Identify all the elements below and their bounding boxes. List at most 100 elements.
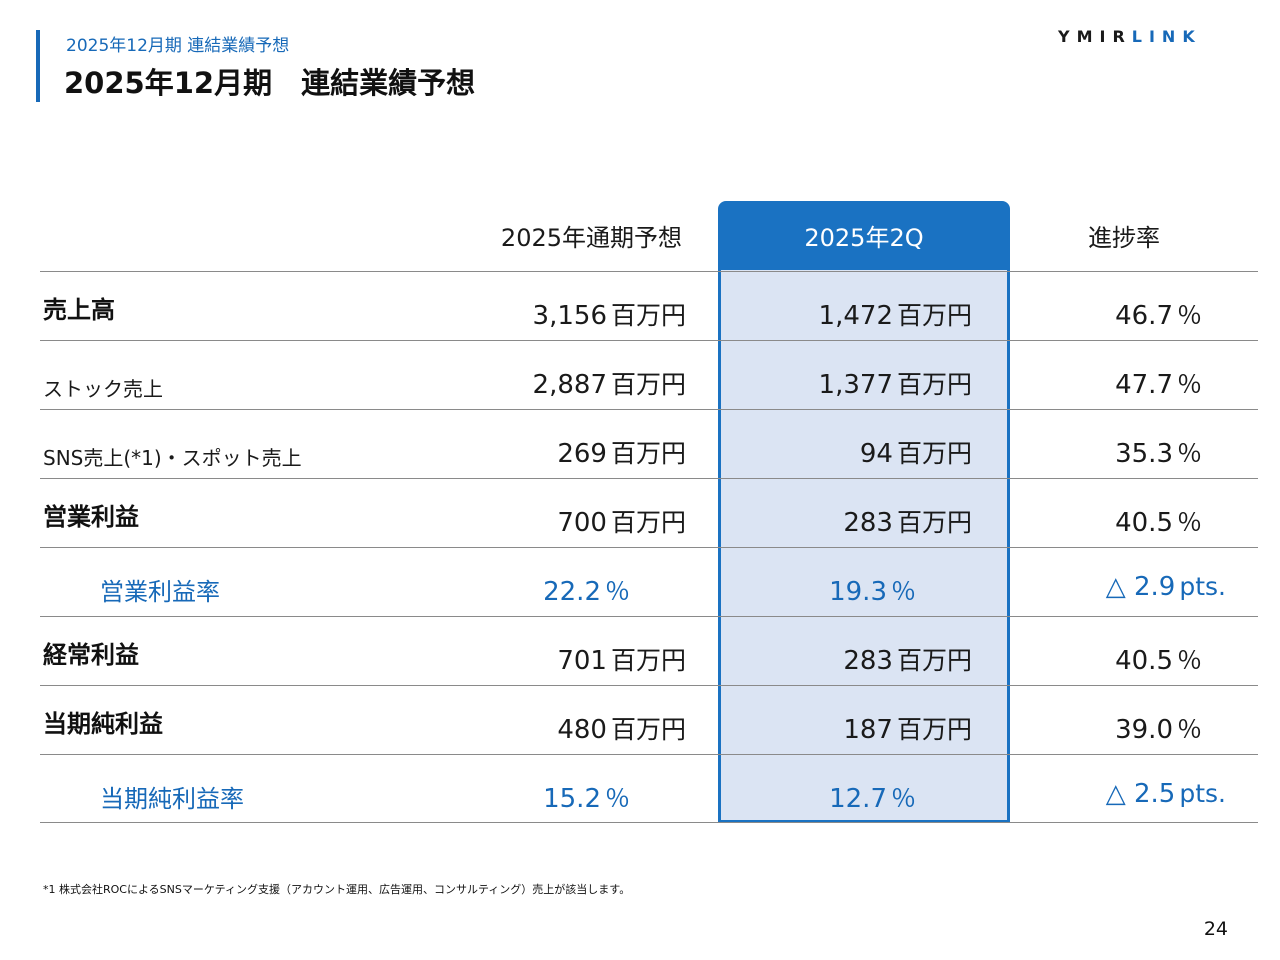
value: 1,377 — [818, 370, 893, 400]
value: 12.7 — [829, 784, 887, 814]
page-number: 24 — [1203, 918, 1228, 940]
value: 700 — [557, 508, 607, 538]
column-header-progress-rate: 進捗率 — [1088, 224, 1160, 252]
full-year-value: 3,156 百万円 — [533, 296, 686, 332]
table-row-sns-spot-sales: SNS売上(*1)・スポット売上 269 百万円 94 百万円 35.3 ％ — [0, 410, 1280, 478]
table-divider — [40, 754, 1258, 755]
highlight-column-header — [718, 201, 1010, 271]
value: 35.3 — [1115, 439, 1173, 469]
unit: ％ — [890, 784, 916, 813]
progress-rate-value: 46.7 ％ — [1115, 296, 1202, 332]
unit: 百万円 — [896, 715, 972, 744]
value: 40.5 — [1115, 646, 1173, 676]
row-label: 経常利益 — [43, 641, 139, 669]
progress-rate-value: 35.3 ％ — [1115, 434, 1202, 470]
q2-value: 19.3 ％ — [829, 572, 916, 608]
unit: 百万円 — [610, 715, 686, 744]
table-divider — [40, 478, 1258, 479]
q2-value: 187 百万円 — [843, 710, 972, 746]
table-divider — [40, 340, 1258, 341]
value: 19.3 — [829, 577, 887, 607]
table-row-net-income: 当期純利益 480 百万円 187 百万円 39.0 ％ — [0, 686, 1280, 754]
logo-text-link: LINK — [1131, 27, 1202, 46]
value: 283 — [843, 508, 893, 538]
unit: ％ — [1176, 508, 1202, 537]
unit: ％ — [1176, 439, 1202, 468]
unit: 百万円 — [896, 439, 972, 468]
full-year-value: 22.2 ％ — [543, 572, 630, 608]
unit: 百万円 — [896, 370, 972, 399]
value: 283 — [843, 646, 893, 676]
unit: ％ — [890, 577, 916, 606]
value: 187 — [843, 715, 893, 745]
progress-rate-value: 39.0 ％ — [1115, 710, 1202, 746]
table-divider — [40, 271, 1258, 272]
table-row-operating-profit: 営業利益 700 百万円 283 百万円 40.5 ％ — [0, 479, 1280, 547]
unit: 百万円 — [610, 370, 686, 399]
value: △ 2.5 — [1105, 779, 1176, 809]
progress-rate-value: △ 2.5 pts. — [1106, 779, 1226, 809]
value: 1,472 — [818, 301, 893, 331]
company-logo: YMIRLINK — [1058, 27, 1202, 46]
unit: 百万円 — [610, 508, 686, 537]
table-row-sales: 売上高 3,156 百万円 1,472 百万円 46.7 ％ — [0, 272, 1280, 340]
table-row-stock-sales: ストック売上 2,887 百万円 1,377 百万円 47.7 ％ — [0, 341, 1280, 409]
unit: ％ — [1176, 646, 1202, 675]
full-year-value: 700 百万円 — [557, 503, 686, 539]
unit: pts. — [1179, 572, 1226, 601]
q2-value: 94 百万円 — [860, 434, 972, 470]
value: 480 — [557, 715, 607, 745]
value: △ 2.9 — [1105, 572, 1176, 602]
unit: pts. — [1179, 779, 1226, 808]
table-row-net-margin: 当期純利益率 15.2 ％ 12.7 ％ △ 2.5 pts. — [0, 755, 1280, 823]
q2-value: 1,377 百万円 — [819, 365, 972, 401]
row-label: SNS売上(*1)・スポット売上 — [43, 446, 302, 470]
progress-rate-value: △ 2.9 pts. — [1106, 572, 1226, 602]
title-accent-bar — [36, 30, 40, 102]
page-title: 2025年12月期 連結業績予想 — [64, 66, 476, 100]
row-label: 当期純利益率 — [100, 785, 244, 813]
table-row-ordinary-profit: 経常利益 701 百万円 283 百万円 40.5 ％ — [0, 617, 1280, 685]
value: 47.7 — [1115, 370, 1173, 400]
row-label: 売上高 — [43, 296, 115, 324]
page-subtitle: 2025年12月期 連結業績予想 — [66, 36, 290, 56]
value: 22.2 — [543, 577, 601, 607]
value: 39.0 — [1115, 715, 1173, 745]
row-label: ストック売上 — [43, 377, 163, 401]
value: 269 — [557, 439, 607, 469]
value: 701 — [557, 646, 607, 676]
unit: ％ — [604, 784, 630, 813]
unit: 百万円 — [610, 646, 686, 675]
table-divider — [40, 409, 1258, 410]
unit: 百万円 — [896, 646, 972, 675]
table-divider — [40, 685, 1258, 686]
row-label: 営業利益率 — [100, 578, 220, 606]
table-divider — [40, 822, 1258, 823]
unit: 百万円 — [610, 439, 686, 468]
value: 2,887 — [532, 370, 607, 400]
value: 94 — [859, 439, 893, 469]
progress-rate-value: 40.5 ％ — [1115, 503, 1202, 539]
value: 15.2 — [543, 784, 601, 814]
row-label: 当期純利益 — [43, 710, 163, 738]
progress-rate-value: 40.5 ％ — [1115, 641, 1202, 677]
column-header-full-year-forecast: 2025年通期予想 — [500, 224, 682, 252]
q2-value: 1,472 百万円 — [819, 296, 972, 332]
unit: 百万円 — [896, 301, 972, 330]
q2-value: 283 百万円 — [843, 641, 972, 677]
table-divider — [40, 547, 1258, 548]
progress-rate-value: 47.7 ％ — [1115, 365, 1202, 401]
full-year-value: 2,887 百万円 — [533, 365, 686, 401]
unit: ％ — [604, 577, 630, 606]
unit: 百万円 — [896, 508, 972, 537]
value: 3,156 — [532, 301, 607, 331]
unit: ％ — [1176, 370, 1202, 399]
row-label: 営業利益 — [43, 503, 139, 531]
q2-value: 283 百万円 — [843, 503, 972, 539]
value: 46.7 — [1115, 301, 1173, 331]
highlight-column-body — [718, 270, 1010, 823]
table-row-operating-margin: 営業利益率 22.2 ％ 19.3 ％ △ 2.9 pts. — [0, 548, 1280, 616]
table-divider — [40, 616, 1258, 617]
q2-value: 12.7 ％ — [829, 779, 916, 815]
unit: 百万円 — [610, 301, 686, 330]
